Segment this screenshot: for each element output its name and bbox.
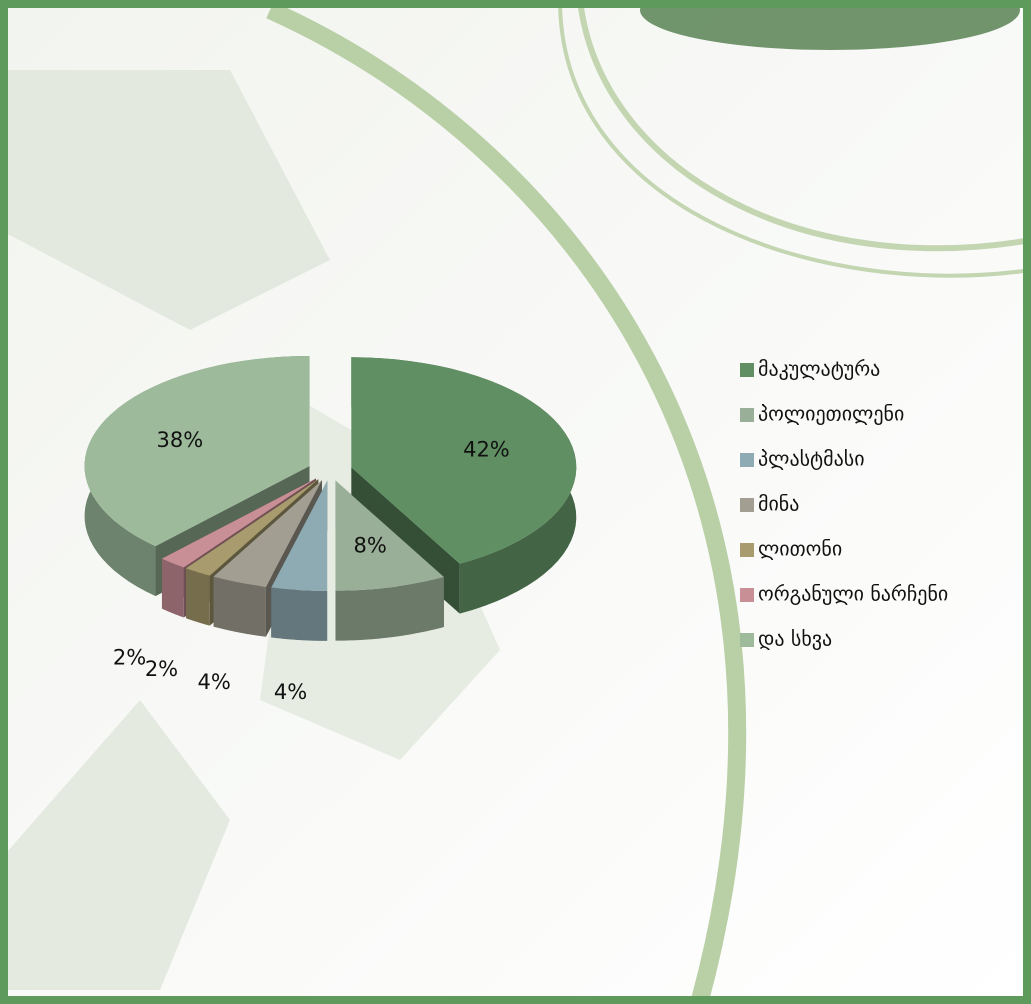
legend-swatch — [740, 543, 754, 557]
slice-wall — [213, 576, 266, 637]
legend-swatch — [740, 498, 754, 512]
slice-wall — [161, 558, 184, 618]
slice-wall — [185, 568, 210, 626]
legend-swatch — [740, 453, 754, 467]
data-label: 2% — [113, 646, 146, 670]
slice-top — [271, 480, 328, 591]
data-label: 8% — [353, 534, 386, 558]
legend-label: პოლიეთილენი — [758, 402, 904, 426]
slice-top — [161, 478, 316, 568]
slice-top — [335, 480, 444, 591]
data-label: 4% — [198, 670, 231, 694]
legend-label: ლითონი — [758, 537, 842, 561]
legend-label: მაკულატურა — [758, 357, 880, 381]
data-label: 2% — [145, 657, 178, 681]
slice-top — [84, 355, 310, 547]
pie-slice — [271, 480, 328, 641]
legend-label: ორგანული ნარჩენი — [758, 582, 948, 606]
pie-slice — [335, 480, 444, 641]
legend-label: პლასტმასი — [758, 447, 865, 471]
legend-label: და სხვა — [758, 627, 832, 651]
legend-label: მინა — [758, 492, 799, 516]
legend-swatch — [740, 633, 754, 647]
legend-swatch — [740, 363, 754, 377]
data-label: 38% — [156, 428, 203, 452]
slice-wall — [335, 577, 444, 641]
slice-top — [351, 357, 577, 564]
slice-wall — [271, 587, 328, 641]
data-label: 42% — [463, 437, 510, 461]
legend-swatch — [740, 588, 754, 602]
legend-swatch — [740, 408, 754, 422]
slice-top — [185, 479, 319, 576]
slice-top — [213, 480, 322, 587]
data-label: 4% — [274, 680, 307, 704]
